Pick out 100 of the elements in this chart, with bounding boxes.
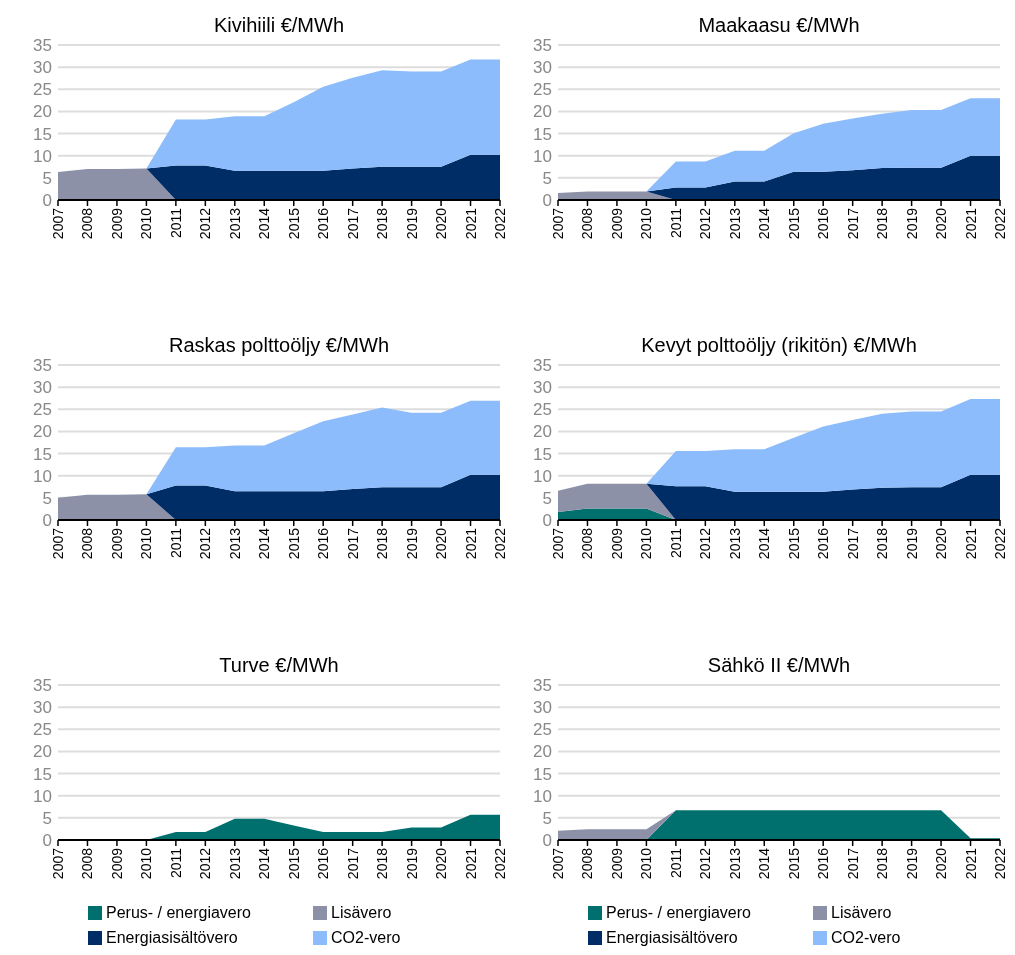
x-tick-label: 2020 xyxy=(433,847,450,880)
y-tick-label: 0 xyxy=(542,831,552,850)
y-tick-label: 15 xyxy=(533,764,552,784)
x-tick-label: 2009 xyxy=(108,527,125,560)
y-tick-label: 15 xyxy=(33,444,52,464)
x-tick-label: 2017 xyxy=(344,207,361,240)
x-tick-label: 2009 xyxy=(108,207,125,240)
x-tick-label: 2008 xyxy=(79,847,96,880)
y-tick-label: 35 xyxy=(33,36,52,55)
x-tick-label: 2018 xyxy=(374,847,391,880)
x-tick-label: 2014 xyxy=(756,847,773,880)
y-tick-label: 35 xyxy=(533,36,552,55)
x-tick-label: 2012 xyxy=(697,527,714,560)
x-tick-label: 2014 xyxy=(756,207,773,240)
y-tick-label: 30 xyxy=(33,698,52,718)
legend-label: CO2-vero xyxy=(831,929,901,946)
y-tick-label: 10 xyxy=(33,466,52,486)
x-tick-label: 2016 xyxy=(315,527,332,560)
y-tick-label: 25 xyxy=(33,720,52,740)
x-tick-label: 2011 xyxy=(667,527,684,559)
chart-title: Raskas polttoöljy €/MWh xyxy=(168,334,390,356)
y-tick-label: 5 xyxy=(42,168,52,188)
x-tick-label: 2009 xyxy=(108,847,125,880)
x-tick-label: 2018 xyxy=(374,207,391,240)
x-tick-label: 2014 xyxy=(256,847,273,880)
y-tick-label: 10 xyxy=(533,146,552,166)
x-tick-label: 2012 xyxy=(697,207,714,240)
x-tick-label: 2013 xyxy=(226,847,243,880)
x-tick-label: 2010 xyxy=(138,527,155,560)
y-tick-label: 10 xyxy=(33,146,52,166)
y-tick-label: 15 xyxy=(33,124,52,144)
x-tick-label: 2008 xyxy=(579,207,596,240)
legend-label: CO2-vero xyxy=(331,929,401,946)
x-tick-label: 2016 xyxy=(315,847,332,880)
x-tick-label: 2009 xyxy=(608,527,625,560)
chart-title: Sähkö II €/MWh xyxy=(707,654,851,676)
x-tick-label: 2017 xyxy=(844,847,861,880)
x-tick-label: 2019 xyxy=(403,847,420,880)
y-tick-label: 15 xyxy=(533,124,552,144)
x-tick-label: 2011 xyxy=(667,207,684,239)
y-tick-label: 35 xyxy=(33,676,52,695)
x-tick-label: 2016 xyxy=(815,207,832,240)
x-tick-label: 2018 xyxy=(874,527,891,560)
x-tick-label: 2013 xyxy=(726,847,743,880)
x-tick-label: 2022 xyxy=(992,847,1008,880)
x-tick-label: 2012 xyxy=(197,527,214,560)
legend-label: Energiasisältövero xyxy=(106,929,238,946)
y-tick-label: 0 xyxy=(42,511,52,530)
x-tick-label: 2022 xyxy=(492,527,508,560)
chart-title: Kevyt polttoöljy (rikitön) €/MWh xyxy=(641,334,917,356)
x-tick-label: 2010 xyxy=(638,207,655,240)
x-tick-label: 2022 xyxy=(992,207,1008,240)
y-tick-label: 0 xyxy=(42,191,52,210)
y-tick-label: 5 xyxy=(542,808,552,828)
legend-label: Perus- / energiavero xyxy=(606,904,752,921)
x-tick-label: 2007 xyxy=(50,847,66,880)
y-tick-label: 35 xyxy=(533,356,552,375)
x-tick-label: 2009 xyxy=(608,847,625,880)
y-tick-label: 10 xyxy=(533,786,552,806)
x-tick-label: 2017 xyxy=(844,207,861,240)
y-tick-label: 20 xyxy=(533,422,552,442)
x-tick-label: 2015 xyxy=(285,847,302,880)
legend-label: Energiasisältövero xyxy=(606,929,738,946)
x-tick-label: 2009 xyxy=(608,207,625,240)
y-tick-label: 20 xyxy=(533,742,552,762)
y-tick-label: 30 xyxy=(33,58,52,78)
x-tick-label: 2011 xyxy=(167,527,184,559)
y-tick-label: 35 xyxy=(33,356,52,375)
x-tick-label: 2013 xyxy=(226,207,243,240)
y-tick-label: 30 xyxy=(533,58,552,78)
chart-title: Turve €/MWh xyxy=(219,654,339,676)
x-tick-label: 2010 xyxy=(138,847,155,880)
x-tick-label: 2019 xyxy=(403,207,420,240)
x-tick-label: 2020 xyxy=(933,207,950,240)
x-tick-label: 2015 xyxy=(785,207,802,240)
y-tick-label: 30 xyxy=(533,378,552,398)
chart-title: Maakaasu €/MWh xyxy=(698,14,860,36)
y-tick-label: 15 xyxy=(533,444,552,464)
x-tick-label: 2007 xyxy=(550,847,566,880)
x-tick-label: 2019 xyxy=(403,527,420,560)
x-tick-label: 2021 xyxy=(462,847,479,880)
x-tick-label: 2016 xyxy=(315,207,332,240)
x-tick-label: 2017 xyxy=(344,847,361,880)
x-tick-label: 2018 xyxy=(374,527,391,560)
x-tick-label: 2012 xyxy=(197,847,214,880)
x-tick-label: 2008 xyxy=(579,527,596,560)
y-tick-label: 20 xyxy=(33,422,52,442)
y-tick-label: 5 xyxy=(42,488,52,508)
x-tick-label: 2013 xyxy=(226,527,243,560)
x-tick-label: 2008 xyxy=(79,207,96,240)
x-tick-label: 2022 xyxy=(492,207,508,240)
y-tick-label: 5 xyxy=(542,488,552,508)
y-tick-label: 0 xyxy=(42,831,52,850)
y-tick-label: 25 xyxy=(533,720,552,740)
y-tick-label: 25 xyxy=(33,400,52,420)
x-tick-label: 2020 xyxy=(933,847,950,880)
x-tick-label: 2020 xyxy=(433,207,450,240)
x-tick-label: 2013 xyxy=(726,207,743,240)
x-tick-label: 2021 xyxy=(962,527,979,560)
x-tick-label: 2021 xyxy=(462,207,479,240)
